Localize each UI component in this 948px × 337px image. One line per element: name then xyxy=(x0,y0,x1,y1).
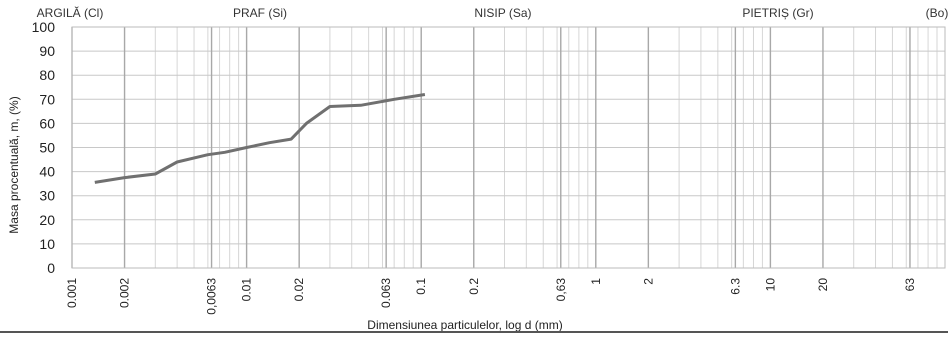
y-tick-label: 20 xyxy=(39,212,55,228)
x-tick-label: 63 xyxy=(903,278,917,292)
y-tick-label: 100 xyxy=(32,19,56,35)
x-axis-title: Dimensiunea particulelor, log d (mm) xyxy=(367,318,562,332)
zone-label: NISIP (Sa) xyxy=(474,6,531,20)
x-tick-label: 0.063 xyxy=(379,278,393,308)
x-tick-labels: 0.001 0.002 0,0063 0.01 0.02 0.063 0.1 0.2 0,63 1… xyxy=(65,278,917,315)
x-tick-label: 6.3 xyxy=(728,278,742,295)
series-layer xyxy=(94,93,426,184)
x-tick-label: 0.2 xyxy=(467,278,481,295)
x-tick-label: 0.001 xyxy=(65,278,79,308)
y-tick-label: 30 xyxy=(39,188,55,204)
x-tick-label: 2 xyxy=(641,278,655,285)
zone-label: PIETRIȘ (Gr) xyxy=(742,6,813,20)
major-grid xyxy=(71,26,946,269)
y-tick-label: 10 xyxy=(39,236,55,252)
x-tick-label: 10 xyxy=(763,278,777,292)
y-axis-title: Masa procentuală, m, (%) xyxy=(7,96,21,233)
x-tick-label: 0.1 xyxy=(414,278,428,295)
x-tick-label: 20 xyxy=(816,278,830,292)
x-tick-label: 0,0063 xyxy=(205,278,219,315)
minor-grid xyxy=(71,26,945,269)
y-tick-label: 70 xyxy=(39,91,55,107)
x-tick-label: 0.002 xyxy=(118,278,132,308)
x-tick-label: 0,63 xyxy=(554,278,568,302)
y-tick-label: 90 xyxy=(39,43,55,59)
y-tick-label: 80 xyxy=(39,67,55,83)
plot-border xyxy=(71,26,946,269)
y-tick-label: 50 xyxy=(39,140,55,156)
x-tick-label: 1 xyxy=(589,278,603,285)
zone-label: ARGILĂ (Cl) xyxy=(37,5,104,20)
y-tick-label: 40 xyxy=(39,164,55,180)
x-tick-label: 0.01 xyxy=(240,278,254,302)
zone-labels: ARGILĂ (Cl) PRAF (Si) NISIP (Sa) PIETRIȘ (G… xyxy=(37,5,948,20)
x-tick-label: 0.02 xyxy=(292,278,306,302)
zone-label: (Bo) xyxy=(926,6,948,20)
zone-label: PRAF (Si) xyxy=(233,6,287,20)
y-tick-label: 60 xyxy=(39,115,55,131)
y-tick-label: 0 xyxy=(47,260,55,276)
bottom-rule xyxy=(0,331,948,333)
series-line xyxy=(94,93,426,184)
